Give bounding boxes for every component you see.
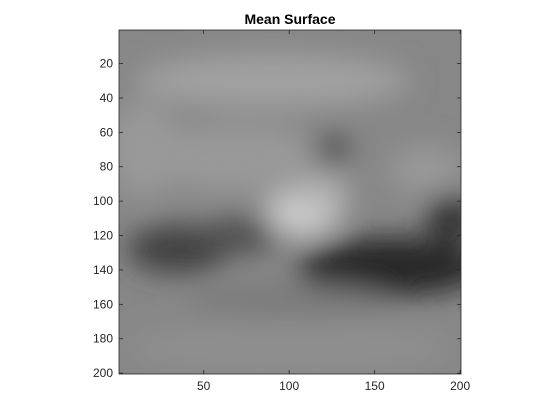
y-axis: 20 40 60 80 100 120 140 160 180 200 [93,57,461,380]
y-tick-label: 20 [100,57,114,71]
heatmap-feature-2 [152,123,324,193]
heatmap-feature-9 [297,237,461,296]
y-tick-label: 100 [93,194,113,208]
x-axis: 50 100 150 200 [197,30,470,393]
y-tick-label: 140 [93,263,113,277]
y-tick-label: 200 [93,366,113,380]
y-tick-label: 120 [93,229,113,243]
heatmap-feature-8 [195,218,281,253]
y-tick-label: 80 [100,160,114,174]
x-tick-label: 100 [279,379,299,393]
x-tick-label: 50 [197,379,211,393]
heatmap-feature-6 [314,134,349,166]
heatmap-features [119,53,461,374]
chart-title: Mean Surface [244,11,335,27]
y-tick-label: 160 [93,297,113,311]
y-tick-label: 180 [93,332,113,346]
y-tick-label: 40 [100,91,114,105]
x-tick-label: 150 [365,379,385,393]
heatmap-image [119,30,461,374]
heatmap-feature-4 [297,175,349,210]
x-tick-label: 200 [450,379,470,393]
y-tick-label: 60 [100,125,114,139]
heatmap-feature-0 [135,53,409,109]
heatmap-feature-10 [425,194,461,243]
plot-frame [118,29,462,375]
heatmap-feature-12 [126,321,452,374]
heatmap-feature-5 [388,146,461,195]
heatmap-feature-11 [186,283,392,319]
